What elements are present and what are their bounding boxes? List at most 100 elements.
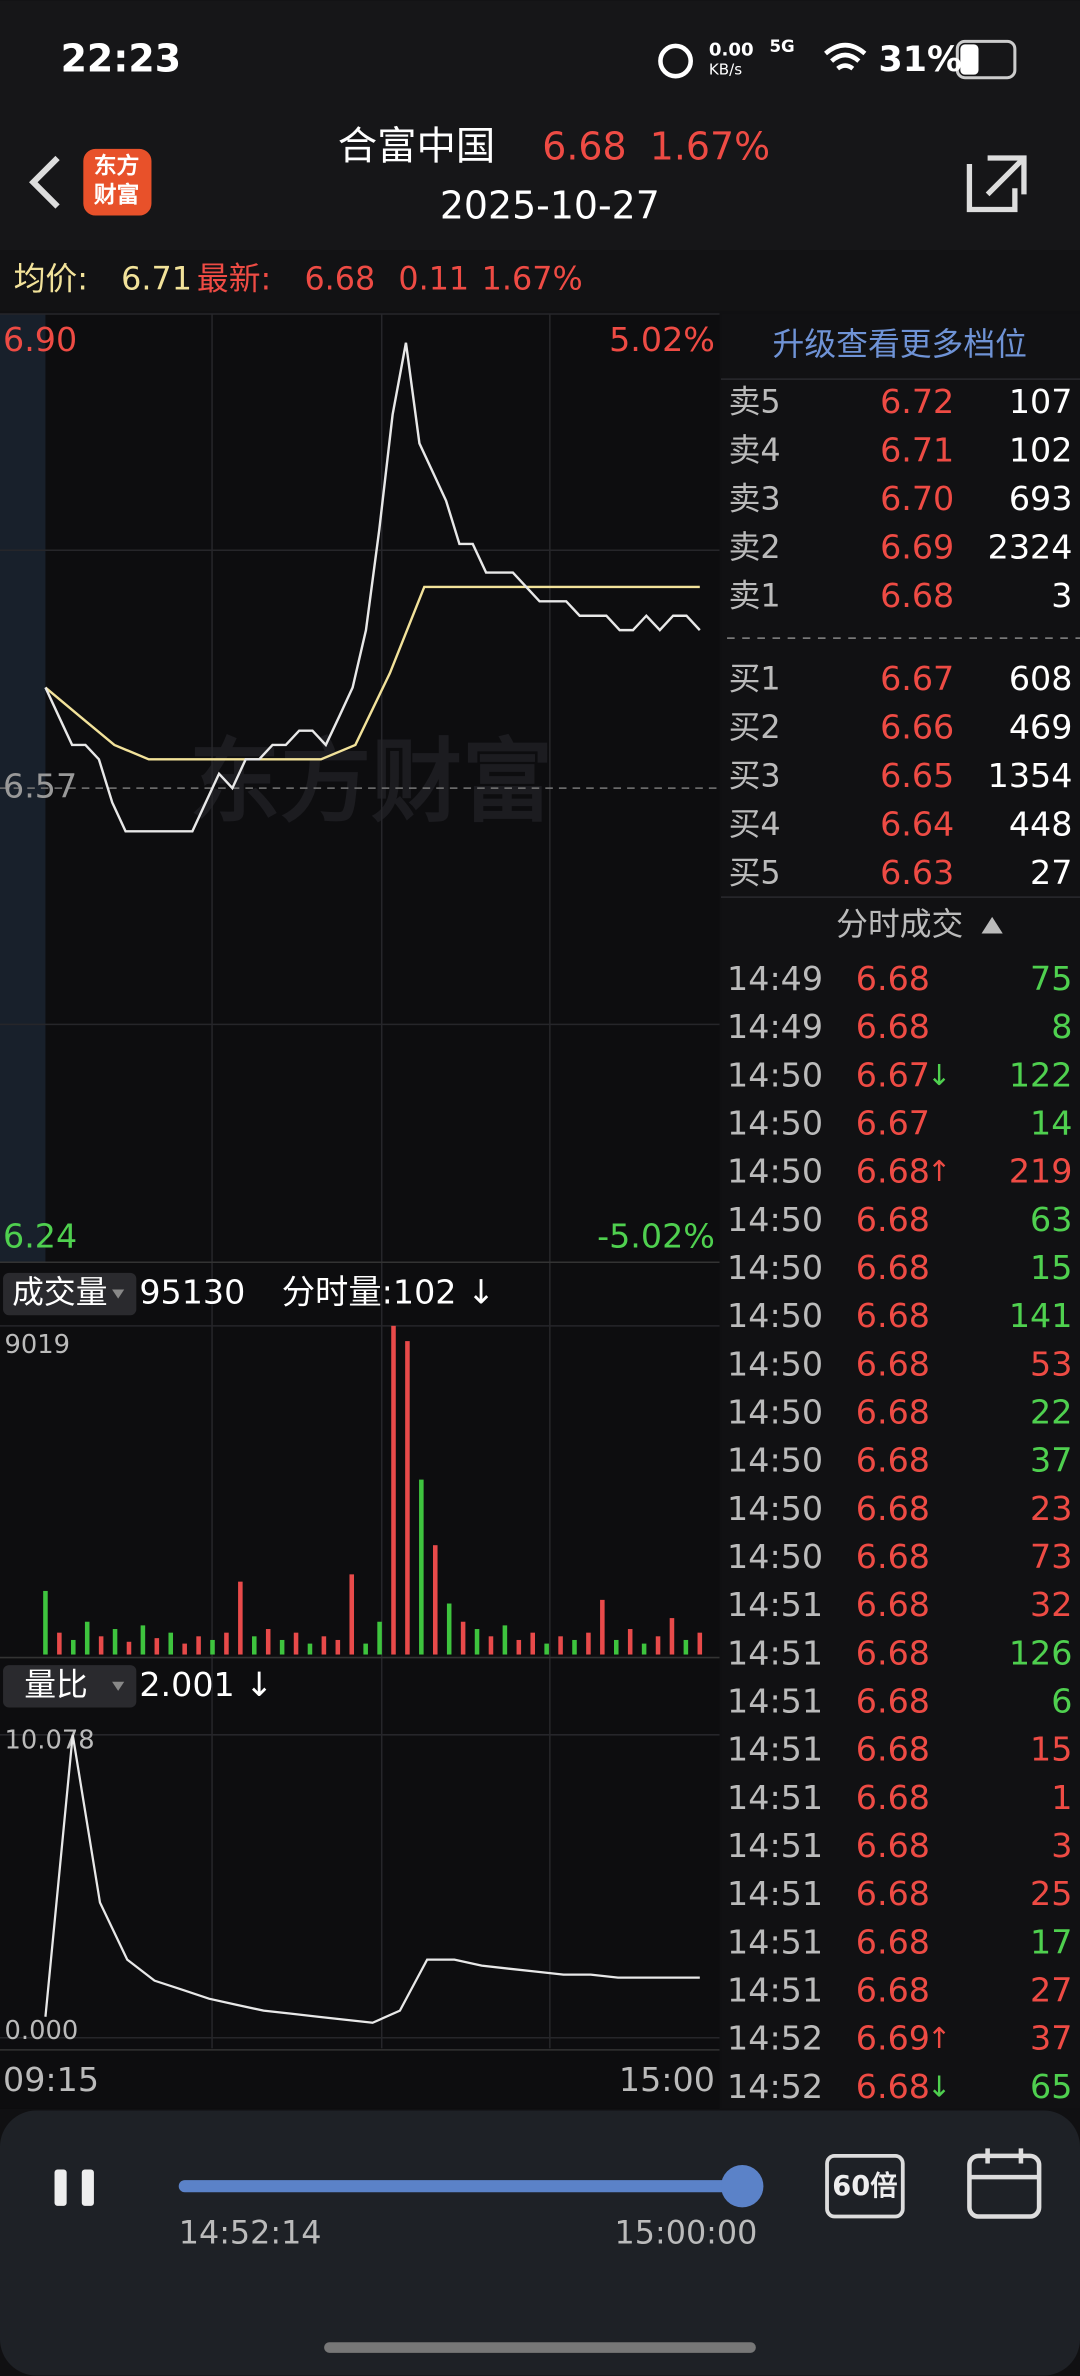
trade-time: 14:50	[727, 1103, 823, 1142]
trade-price: 6.67	[856, 1055, 930, 1094]
net-speed: 0.00	[709, 39, 754, 60]
trade-volume: 73	[1030, 1537, 1072, 1576]
book-label: 卖5	[729, 383, 781, 420]
book-price: 6.72	[880, 382, 954, 421]
book-label: 买1	[729, 661, 781, 698]
progress-thumb[interactable]	[721, 2164, 764, 2208]
ratio-value: 2.001 ↓	[139, 1665, 273, 1704]
volume-bar	[98, 1636, 104, 1655]
trade-time: 14:50	[727, 1055, 823, 1094]
trade-volume: 126	[1009, 1633, 1073, 1672]
book-volume: 469	[1009, 708, 1073, 747]
stock-name: 合富中国	[338, 123, 496, 169]
pct-label: -5.02%	[597, 1216, 715, 1255]
book-price: 6.70	[880, 479, 954, 518]
trade-time: 14:50	[727, 1296, 823, 1335]
y-tick-label: 10.078	[5, 1725, 95, 1755]
pause-bar[interactable]	[54, 2169, 67, 2206]
volume-bar	[446, 1603, 452, 1655]
book-price: 6.71	[880, 430, 954, 469]
app-logo	[83, 148, 152, 216]
date: 2025-10-27	[440, 183, 660, 227]
volume-bar	[613, 1639, 619, 1655]
avg-line	[44, 585, 700, 761]
volume-bar	[419, 1479, 424, 1655]
trade-price: 6.68	[856, 1730, 930, 1769]
volume-bar	[112, 1629, 118, 1655]
stock-change: 1.67%	[650, 124, 770, 168]
trade-price: 6.68	[856, 1007, 930, 1046]
trade-arrow: ↑	[927, 2021, 951, 2055]
trade-arrow: ↓	[927, 2069, 951, 2103]
trade-time: 14:49	[727, 1007, 823, 1046]
trade-price: 6.69	[856, 2019, 930, 2058]
trade-time: 14:52	[727, 2019, 823, 2058]
trade-price: 6.68	[856, 1971, 930, 2010]
volume-bar	[71, 1639, 76, 1655]
pct-label: 5.02%	[609, 320, 715, 359]
volume-bar	[154, 1638, 160, 1655]
volume-bar	[502, 1625, 508, 1655]
ratio-tab[interactable]	[3, 1665, 137, 1708]
volume-bar	[224, 1632, 229, 1655]
speed-label[interactable]: 60倍	[832, 2170, 897, 2202]
trade-price: 6.68	[856, 1296, 930, 1335]
trade-time: 14:50	[727, 1441, 823, 1480]
trade-price: 6.68	[856, 1537, 930, 1576]
volume-bar	[600, 1599, 605, 1655]
trade-volume: 25	[1030, 1874, 1072, 1913]
share-button[interactable]	[966, 155, 1027, 213]
volume-bar	[126, 1641, 132, 1655]
avg-value: 6.71	[121, 261, 192, 298]
upgrade-link[interactable]: 升级查看更多档位	[773, 326, 1027, 363]
trade-time: 14:50	[727, 1489, 823, 1528]
volume-bar	[321, 1636, 327, 1655]
calendar-button[interactable]	[967, 2153, 1042, 2219]
y-tick-label: 6.57	[3, 767, 77, 806]
trade-volume: 22	[1030, 1392, 1072, 1431]
volume-bar	[655, 1636, 661, 1655]
trade-volume: 1	[1051, 1778, 1072, 1817]
trade-price: 6.68	[856, 1344, 930, 1383]
progress-track[interactable]	[178, 2180, 743, 2193]
volume-bar	[196, 1636, 201, 1655]
volume-total: 95130	[139, 1273, 245, 1312]
book-label: 卖1	[729, 577, 781, 614]
bottom-controls	[0, 2110, 1080, 2376]
volume-tab[interactable]	[3, 1272, 137, 1316]
trades-title: 分时成交	[836, 906, 963, 943]
book-volume: 1354	[988, 756, 1073, 795]
wifi-icon	[824, 42, 867, 71]
net-unit: KB/s	[709, 61, 742, 79]
auction-band	[0, 314, 46, 1263]
summary-bar	[0, 250, 1080, 311]
clock: 22:23	[61, 37, 182, 81]
trade-time: 14:51	[727, 1922, 823, 1961]
back-button[interactable]	[29, 155, 60, 209]
volume-bar	[391, 1325, 396, 1655]
watermark: 东方财富	[189, 730, 553, 835]
chart-bg	[0, 314, 720, 2109]
pause-bar[interactable]	[81, 2169, 94, 2206]
trade-price: 6.67	[856, 1103, 930, 1142]
trade-time: 14:51	[727, 1682, 823, 1721]
volume-bar	[669, 1618, 675, 1655]
book-price: 6.63	[880, 853, 954, 892]
trade-volume: 15	[1030, 1248, 1072, 1287]
playback-panel	[0, 2110, 1080, 2376]
volume-bar	[238, 1581, 243, 1655]
trade-volume: 75	[1030, 959, 1072, 998]
speed-button[interactable]	[825, 2154, 905, 2219]
volume-bar	[265, 1629, 271, 1655]
volume-bar	[335, 1639, 341, 1655]
book-label: 买4	[729, 806, 781, 843]
ratio-line	[44, 1734, 700, 2024]
volume-bar	[641, 1643, 647, 1655]
trade-volume: 37	[1030, 2019, 1072, 2058]
volume-bar	[363, 1643, 368, 1655]
book-volume: 693	[1009, 479, 1073, 518]
trade-time: 14:50	[727, 1152, 823, 1191]
trade-volume: 6	[1051, 1682, 1072, 1721]
book-label: 买3	[729, 758, 781, 795]
trade-volume: 63	[1030, 1200, 1072, 1239]
